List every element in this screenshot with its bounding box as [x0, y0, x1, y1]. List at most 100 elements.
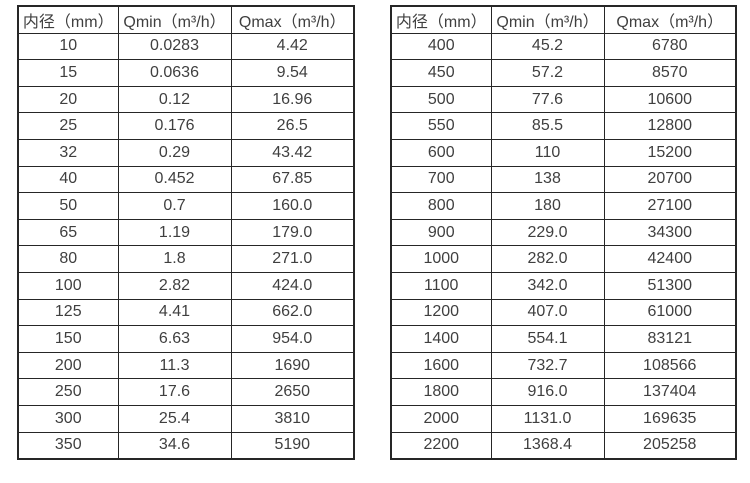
flow-spec-table-large-diameters: 内径（mm） Qmin（m³/h） Qmax（m³/h） 400 45.2 6780 45… — [390, 5, 737, 461]
table-cell: 1131.0 — [490, 404, 605, 433]
table-row: 900 229.0 34300 — [390, 218, 737, 247]
table-cell: 4.42 — [230, 32, 355, 61]
table-row: 400 45.2 6780 — [390, 32, 737, 61]
table-cell: 450 — [390, 59, 492, 87]
table-cell: 85.5 — [490, 112, 605, 140]
table-cell: 77.6 — [490, 85, 605, 114]
table-row: 450 57.2 8570 — [390, 59, 737, 87]
table-cell: 100 — [17, 271, 119, 300]
table-cell: 229.0 — [490, 218, 605, 247]
table-row: 250 17.6 2650 — [17, 378, 355, 406]
table-cell: 0.452 — [117, 165, 232, 194]
table-cell: 61000 — [603, 298, 737, 327]
column-header: 内径（mm） — [390, 5, 492, 34]
table-cell: 350 — [17, 431, 119, 460]
table-cell: 108566 — [603, 351, 737, 380]
table-cell: 20 — [17, 85, 119, 114]
table-row: 10 0.0283 4.42 — [17, 32, 355, 61]
table-cell: 205258 — [603, 431, 737, 460]
table-row: 800 180 27100 — [390, 192, 737, 220]
table-cell: 1690 — [230, 351, 355, 380]
table-cell: 1368.4 — [490, 431, 605, 460]
table-cell: 916.0 — [490, 378, 605, 406]
table-cell: 4.41 — [117, 298, 232, 327]
column-header: Qmin（m³/h） — [490, 5, 605, 34]
table-cell: 8570 — [603, 59, 737, 87]
table-cell: 17.6 — [117, 378, 232, 406]
table-cell: 16.96 — [230, 85, 355, 114]
table-cell: 9.54 — [230, 59, 355, 87]
table-cell: 12800 — [603, 112, 737, 140]
table-cell: 0.7 — [117, 192, 232, 220]
table-cell: 110 — [490, 138, 605, 167]
table-cell: 271.0 — [230, 245, 355, 273]
table-cell: 424.0 — [230, 271, 355, 300]
table-row: 150 6.63 954.0 — [17, 325, 355, 353]
table-cell: 10600 — [603, 85, 737, 114]
table-row: 2200 1368.4 205258 — [390, 431, 737, 460]
table-cell: 25 — [17, 112, 119, 140]
table-cell: 10 — [17, 32, 119, 61]
table-cell: 180 — [490, 192, 605, 220]
table-cell: 1.19 — [117, 218, 232, 247]
table-body: 400 45.2 6780 450 57.2 8570 500 77.6 10600 550 85.… — [390, 32, 737, 460]
table-cell: 732.7 — [490, 351, 605, 380]
table-cell: 45.2 — [490, 32, 605, 61]
table-row: 65 1.19 179.0 — [17, 218, 355, 247]
table-row: 200 11.3 1690 — [17, 351, 355, 380]
table-cell: 0.12 — [117, 85, 232, 114]
table-cell: 0.29 — [117, 138, 232, 167]
table-row: 80 1.8 271.0 — [17, 245, 355, 273]
table-cell: 26.5 — [230, 112, 355, 140]
table-cell: 57.2 — [490, 59, 605, 87]
table-row: 1100 342.0 51300 — [390, 271, 737, 300]
table-cell: 43.42 — [230, 138, 355, 167]
table-cell: 80 — [17, 245, 119, 273]
table-cell: 20700 — [603, 165, 737, 194]
table-cell: 40 — [17, 165, 119, 194]
table-row: 40 0.452 67.85 — [17, 165, 355, 194]
table-row: 500 77.6 10600 — [390, 85, 737, 114]
table-row: 2000 1131.0 169635 — [390, 404, 737, 433]
table-row: 600 110 15200 — [390, 138, 737, 167]
table-cell: 407.0 — [490, 298, 605, 327]
table-row: 20 0.12 16.96 — [17, 85, 355, 114]
table-cell: 0.176 — [117, 112, 232, 140]
table-row: 300 25.4 3810 — [17, 404, 355, 433]
table-cell: 500 — [390, 85, 492, 114]
table-header: 内径（mm） Qmin（m³/h） Qmax（m³/h） — [390, 5, 737, 34]
table-cell: 25.4 — [117, 404, 232, 433]
table-cell: 2.82 — [117, 271, 232, 300]
table-cell: 150 — [17, 325, 119, 353]
table-cell: 282.0 — [490, 245, 605, 273]
table-row: 15 0.0636 9.54 — [17, 59, 355, 87]
table-row: 700 138 20700 — [390, 165, 737, 194]
table-row: 1200 407.0 61000 — [390, 298, 737, 327]
column-header: Qmin（m³/h） — [117, 5, 232, 34]
table-row: 1800 916.0 137404 — [390, 378, 737, 406]
table-cell: 200 — [17, 351, 119, 380]
table-cell: 65 — [17, 218, 119, 247]
table-cell: 179.0 — [230, 218, 355, 247]
table-row: 125 4.41 662.0 — [17, 298, 355, 327]
table-row: 100 2.82 424.0 — [17, 271, 355, 300]
table-cell: 1800 — [390, 378, 492, 406]
table-cell: 169635 — [603, 404, 737, 433]
table-cell: 300 — [17, 404, 119, 433]
table-cell: 2650 — [230, 378, 355, 406]
table-row: 25 0.176 26.5 — [17, 112, 355, 140]
column-header: Qmax（m³/h） — [230, 5, 355, 34]
table-cell: 1000 — [390, 245, 492, 273]
table-cell: 15200 — [603, 138, 737, 167]
table-cell: 27100 — [603, 192, 737, 220]
table-cell: 600 — [390, 138, 492, 167]
table-cell: 11.3 — [117, 351, 232, 380]
table-row: 50 0.7 160.0 — [17, 192, 355, 220]
header-row: 内径（mm） Qmin（m³/h） Qmax（m³/h） — [17, 5, 355, 34]
table-cell: 900 — [390, 218, 492, 247]
table-cell: 0.0283 — [117, 32, 232, 61]
table-body: 10 0.0283 4.42 15 0.0636 9.54 20 0.12 16.96 25 0.1… — [17, 32, 355, 460]
flow-spec-table-small-diameters: 内径（mm） Qmin（m³/h） Qmax（m³/h） 10 0.0283 4.42 1… — [17, 5, 355, 461]
table-cell: 1600 — [390, 351, 492, 380]
table-cell: 250 — [17, 378, 119, 406]
